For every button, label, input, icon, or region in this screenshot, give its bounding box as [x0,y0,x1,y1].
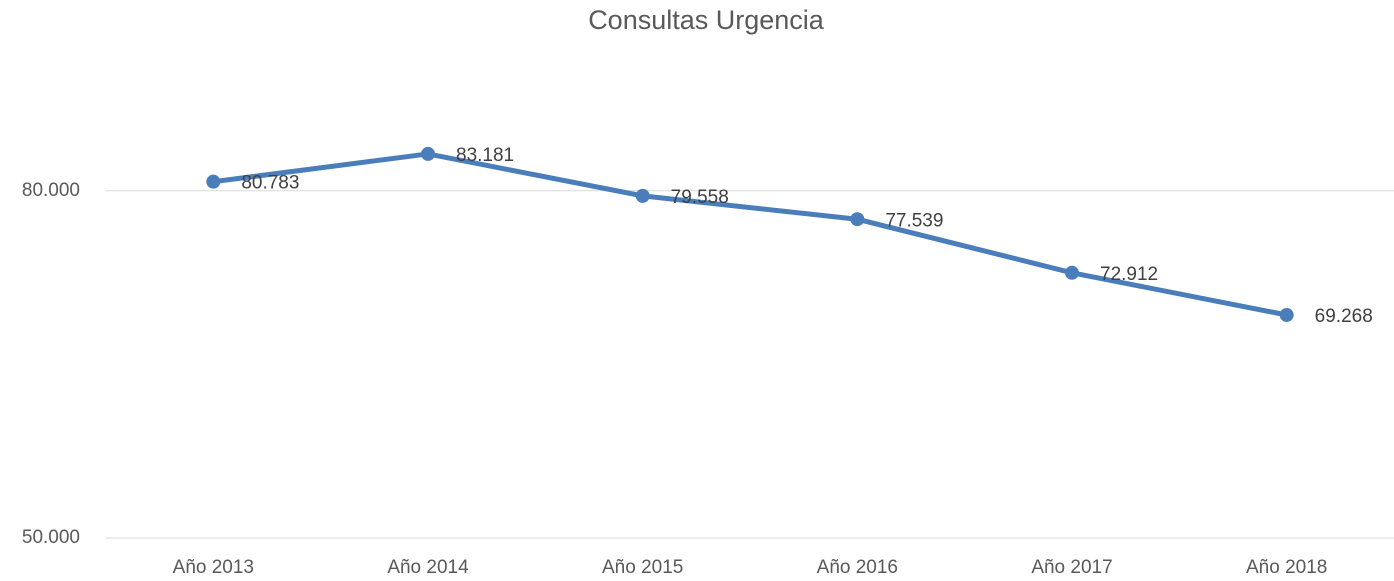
x-tick-label: Año 2015 [602,557,683,578]
data-point [1065,265,1079,280]
data-point [635,188,650,203]
data-label: 83.181 [456,145,514,166]
data-label: 79.558 [671,187,729,208]
data-point [1279,307,1294,322]
y-tick-label: 80.000 [22,180,80,201]
data-label: 80.783 [241,173,299,194]
data-point [206,174,221,189]
x-tick-label: Año 2017 [1031,557,1112,578]
series-line [213,151,1288,318]
x-tick-label: Año 2018 [1246,557,1327,578]
y-tick-label: 50.000 [22,527,80,548]
data-label: 72.912 [1100,264,1158,285]
data-point [850,212,865,227]
data-point [421,146,435,161]
chart-title: Consultas Urgencia [588,5,825,35]
x-tick-label: Año 2016 [817,557,898,578]
data-label: 69.268 [1315,306,1373,327]
x-tick-label: Año 2014 [387,557,469,578]
x-tick-label: Año 2013 [173,557,254,578]
data-label: 77.539 [885,210,943,231]
